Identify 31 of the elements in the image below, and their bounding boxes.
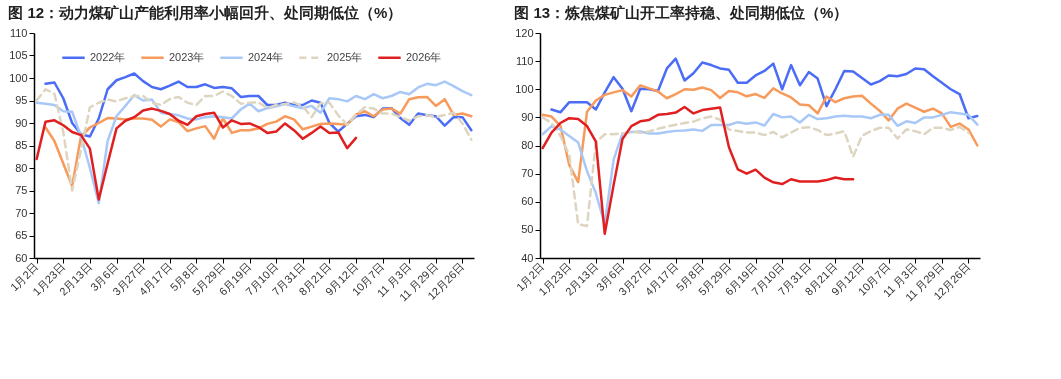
line-series (541, 84, 979, 184)
legend-label: 2022年 (90, 50, 126, 63)
y-tick-label: 105 (9, 49, 28, 61)
y-tick-label: 85 (15, 139, 28, 151)
y-tick-label: 90 (15, 116, 28, 129)
y-tick-label: 60 (521, 195, 534, 208)
y-tick-label: 80 (15, 161, 28, 174)
y-tick-label: 50 (521, 223, 534, 236)
y-tick-label: 100 (515, 82, 534, 95)
line-series (550, 57, 979, 120)
legend-label: 2026年 (406, 50, 442, 63)
legend-label: 2025年 (327, 50, 363, 63)
y-tick-label: 120 (515, 26, 534, 39)
line-series (35, 107, 358, 201)
y-tick-label: 95 (15, 94, 28, 106)
chart-title: 图 13：炼焦煤矿山开工率持稳、处同期低位（%） (514, 4, 849, 21)
y-tick-label: 110 (9, 26, 28, 39)
y-tick-label: 110 (515, 54, 534, 67)
chart-title: 图 12：动力煤矿山产能利用率小幅回升、处同期低位（%） (8, 4, 403, 21)
y-tick-label: 75 (15, 184, 28, 196)
y-tick-label: 100 (9, 71, 28, 84)
y-tick-label: 40 (521, 251, 534, 264)
legend-label: 2023年 (169, 50, 205, 63)
y-tick-label: 70 (15, 206, 28, 219)
y-tick-label: 80 (521, 139, 534, 151)
y-tick-label: 70 (521, 167, 534, 180)
y-tick-label: 90 (521, 110, 534, 123)
legend-label: 2024年 (248, 50, 284, 63)
line-series (541, 105, 855, 236)
y-tick-label: 60 (15, 251, 28, 264)
y-tick-label: 65 (15, 229, 28, 241)
